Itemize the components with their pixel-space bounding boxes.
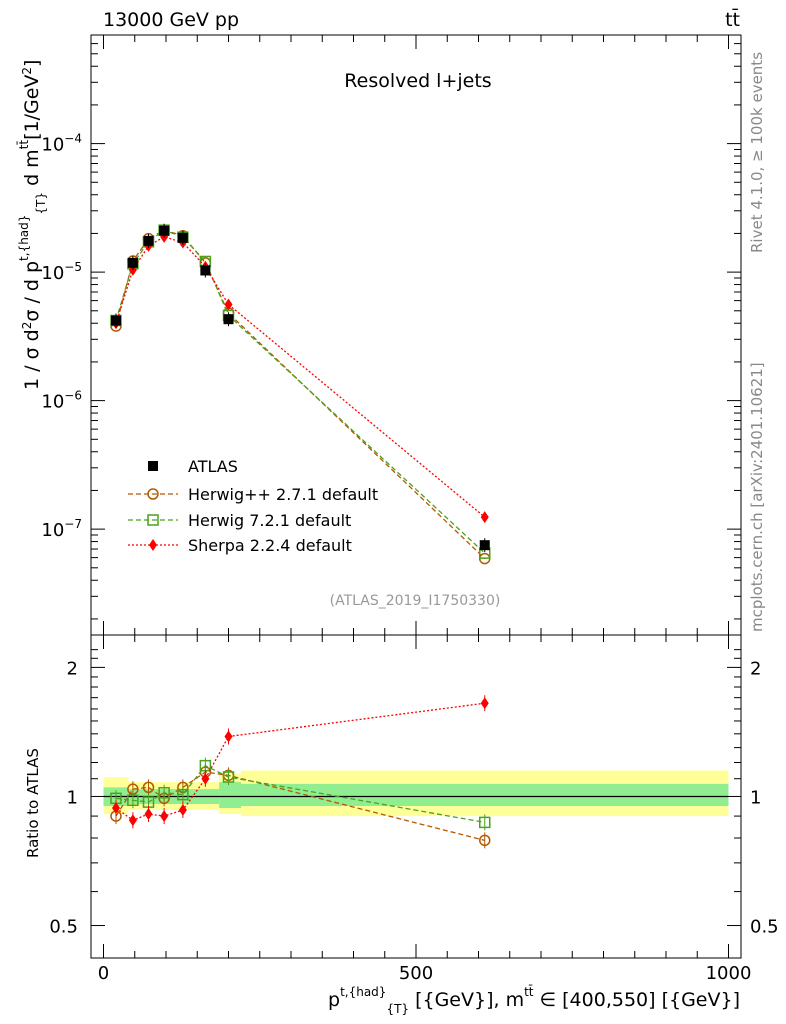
series-line [115, 236, 486, 518]
data-point [479, 540, 490, 551]
ratio-point [127, 794, 139, 806]
legend-label: Herwig++ 2.7.1 default [188, 485, 378, 504]
main-ytick-label: 10−5 [41, 260, 82, 284]
ratio-series-line [115, 771, 485, 841]
ratio-frame [90, 634, 742, 959]
uncertainty-band-inner [219, 782, 241, 808]
main-ytick-label: 10−4 [41, 132, 82, 156]
data-point [223, 314, 234, 325]
ratio-ytick-label-right: 1 [750, 787, 761, 808]
header-left: 13000 GeV pp [103, 9, 239, 31]
ratio-ylabel: Ratio to ATLAS [24, 748, 42, 858]
mcplots-label: mcplots.cern.ch [arXiv:2401.10621] [748, 362, 766, 632]
main-ytick-label: 10−6 [41, 389, 82, 413]
ratio-point [158, 787, 170, 799]
rivet-label: Rivet 4.1.0, ≥ 100k events [748, 52, 766, 253]
header-right: tt̄ [725, 7, 740, 31]
series-0 [111, 223, 490, 553]
ratio-point [201, 772, 210, 785]
ratio-xtick-label: 500 [399, 963, 433, 984]
data-point [177, 232, 188, 243]
series-line [115, 229, 486, 554]
watermark: (ATLAS_2019_I1750330) [330, 593, 501, 609]
series-line [115, 229, 486, 560]
ratio-ytick-label: 0.5 [49, 917, 78, 938]
data-point [127, 257, 138, 268]
ratio-point [479, 834, 491, 847]
ratio-ytick-label-right: 0.5 [750, 917, 779, 938]
ratio-point [177, 788, 189, 801]
ratio-point [178, 803, 187, 816]
ratio-point [479, 816, 491, 829]
legend-marker [148, 461, 158, 471]
data-point [200, 265, 211, 276]
ratio-series-1 [110, 757, 491, 831]
legend-label: Sherpa 2.2.4 default [188, 536, 352, 555]
legend-marker [149, 539, 157, 551]
ratio-series-2 [112, 695, 489, 829]
ratio-ytick-label: 1 [67, 787, 78, 808]
legend-marker [147, 514, 159, 526]
main-panel: 10−7 10−6 10−5 10−4 Resolved l+jets (ATLAS_… [17, 34, 742, 636]
ratio-point [199, 759, 212, 772]
ratio-point [144, 808, 153, 821]
ratio-xtick-label: 0 [98, 963, 109, 984]
ratio-point [480, 697, 489, 710]
ratio-point [224, 730, 233, 743]
ratio-xtick-label: 1000 [706, 963, 752, 984]
main-ylabel: 1 / σ d2σ / d pt,{had}{T} d mtt̄[1/GeV2] [17, 60, 48, 390]
ratio-ytick-label-right: 2 [750, 658, 761, 679]
data-point [224, 298, 233, 311]
data-point [143, 235, 154, 246]
ratio-panel: 0.5 0.5 1 1 2 2 0 500 1000 Ratio to ATLAS pt,{ha… [24, 634, 779, 1016]
data-point [111, 315, 121, 326]
uncertainty-band-inner [241, 783, 729, 807]
ratio-ytick-label: 2 [67, 658, 78, 679]
legend: ATLAS Herwig++ 2.7.1 default Herwig 7.2.1 … [128, 457, 378, 555]
series-3 [112, 230, 489, 524]
ratio-point [142, 781, 155, 794]
ratio-point [160, 810, 169, 823]
data-point [159, 225, 170, 236]
ratio-point [222, 771, 235, 783]
legend-marker [147, 488, 159, 500]
ratio-xlabel: pt,{had}{T} [{GeV}], mtt̄ ∈ [400,550] [{… [328, 985, 740, 1016]
legend-label: Herwig 7.2.1 default [188, 511, 351, 530]
plot-title: Resolved l+jets [344, 70, 491, 92]
main-ytick-label: 10−7 [41, 517, 82, 541]
legend-label: ATLAS [188, 457, 238, 476]
ratio-point [128, 814, 137, 827]
data-point [480, 511, 489, 524]
ratio-series-line [115, 764, 485, 824]
ratio-point [112, 801, 120, 814]
